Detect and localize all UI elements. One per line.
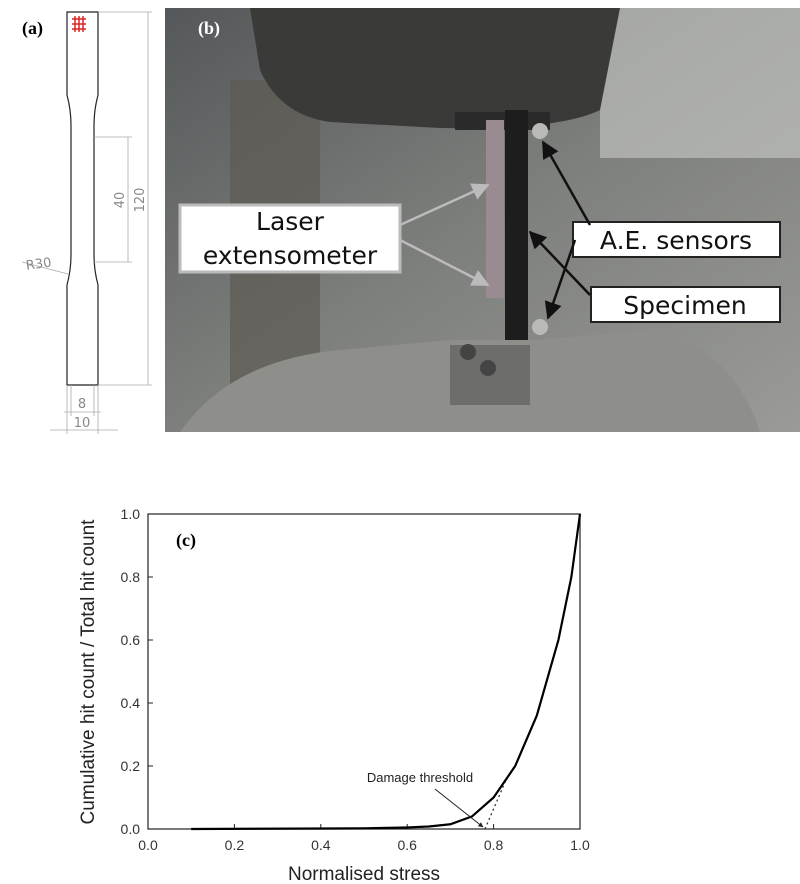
panel-label: (c) — [176, 530, 196, 551]
callout-box — [590, 286, 781, 323]
dimension-label: 10 — [74, 416, 91, 431]
panel-label: (a) — [22, 18, 43, 39]
threshold-line — [484, 778, 508, 830]
dimension-label: 120 — [133, 188, 148, 213]
dimension-label: R30 — [25, 255, 52, 273]
x-tick-label: 0.8 — [484, 837, 504, 853]
chart: (c) Normalised stress Cumulative hit cou… — [78, 506, 590, 884]
panel-label: (b) — [198, 18, 220, 39]
photo: (b) Laser extensometer A.E. sensors Spec… — [165, 8, 800, 432]
callout-box — [178, 203, 402, 274]
plot-frame — [147, 513, 581, 830]
callout-label: Specimen — [623, 291, 746, 320]
y-tick-label: 0.2 — [121, 758, 141, 774]
y-tick-label: 1.0 — [121, 506, 141, 522]
data-line — [191, 513, 582, 831]
callout-arrows — [399, 183, 490, 287]
annotation: Damage threshold — [367, 770, 473, 785]
y-tick-label: 0.4 — [121, 695, 141, 711]
y-tick-label: 0.0 — [121, 821, 141, 837]
y-tick-label: 0.6 — [121, 632, 141, 648]
callout-box — [572, 221, 781, 258]
specimen-outline — [66, 11, 99, 386]
grid-marker — [72, 16, 86, 32]
x-axis-label: Normalised stress — [288, 864, 440, 884]
upper-grip — [250, 8, 620, 129]
photo-shape — [600, 8, 800, 158]
extensometer-tape — [486, 120, 504, 298]
dimension-lines — [21, 11, 152, 434]
x-tick-label: 0.4 — [311, 837, 331, 853]
x-tick-label: 0.0 — [138, 837, 158, 853]
callout-label: extensometer — [203, 241, 378, 270]
bolt — [460, 344, 476, 360]
sensor — [532, 123, 548, 139]
y-tick-label: 0.8 — [121, 569, 141, 585]
sensor — [532, 319, 548, 335]
specimen-bar — [505, 110, 528, 375]
x-tick-label: 0.2 — [225, 837, 245, 853]
dimension-label: 8 — [78, 397, 86, 412]
annotation-arrow — [434, 788, 484, 828]
y-axis-label: Cumulative hit count / Total hit count — [78, 519, 99, 825]
callout-label: A.E. sensors — [600, 226, 752, 255]
callout-label: Laser — [256, 207, 325, 236]
x-tick-label: 0.6 — [397, 837, 417, 853]
x-tick-label: 1.0 — [570, 837, 590, 853]
specimen-drawing: (a) 120 40 8 10 R30 — [21, 11, 152, 434]
bolt — [480, 360, 496, 376]
callout-arrows — [528, 140, 592, 320]
dimension-label: 40 — [113, 192, 128, 209]
